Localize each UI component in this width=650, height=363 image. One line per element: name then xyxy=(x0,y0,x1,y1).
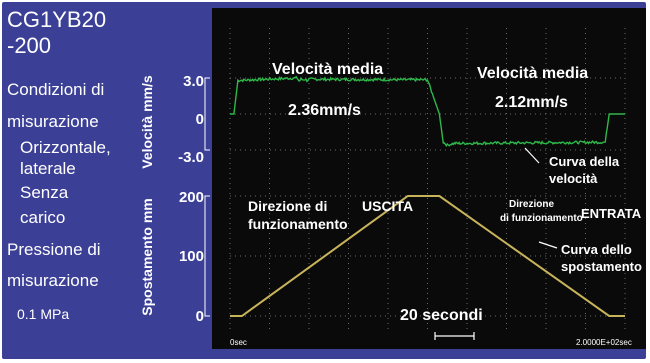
displacement-curve-label-line1: Curva dello xyxy=(561,242,632,257)
velocity-tick-label: 3.0 xyxy=(183,73,204,90)
pressure-label-line2: misurazione xyxy=(7,271,99,290)
velocity-tick-label: 0 xyxy=(195,111,204,128)
model-title-line1: CG1YB20 xyxy=(7,7,107,32)
pressure-value: 0.1 MPa xyxy=(17,306,70,322)
annotation-layer: Velocità media 2.36mm/s Velocità media 2… xyxy=(230,61,642,347)
annotation-marks-layer xyxy=(434,147,558,340)
velocity-curve-label-line2: velocità xyxy=(549,171,598,186)
x-end-label: 2.0000E+02sec xyxy=(576,338,632,347)
direction-out-label-line1: Direzione di xyxy=(248,198,327,214)
avg-speed-right-value: 2.12mm/s xyxy=(495,94,568,111)
velocity-tick-label: -3.0 xyxy=(178,149,204,166)
direction-in-label-line1: Direzione xyxy=(509,199,554,210)
oscilloscope-plot: Velocità media 2.36mm/s Velocità media 2… xyxy=(212,8,646,349)
pressure-label-line1: Pressione di xyxy=(7,240,101,259)
x-start-label: 0sec xyxy=(230,338,247,347)
velocity-axis-label: Velocità mm/s xyxy=(139,75,155,169)
model-title-line2: -200 xyxy=(7,33,52,58)
displacement-tick-label: 200 xyxy=(178,189,204,206)
condition-load-line1: Senza xyxy=(20,183,69,202)
condition-orientation-line2: laterale xyxy=(20,159,76,178)
displacement-curve-label-line2: spostamento xyxy=(561,259,642,274)
time-scale-label: 20 secondi xyxy=(400,307,483,324)
direction-out-label-line2: funzionamento xyxy=(248,216,348,232)
conditions-label-line2: misurazione xyxy=(7,112,99,131)
direction-out-word: USCITA xyxy=(362,198,413,214)
avg-speed-left-label: Velocità media xyxy=(272,61,383,78)
displacement-axis-label: Spostamento mm xyxy=(139,198,155,316)
velocity-curve-pointer xyxy=(524,147,540,164)
condition-orientation-line1: Orizzontale, xyxy=(20,138,111,157)
conditions-label-line1: Condizioni di xyxy=(7,80,105,99)
condition-load-line2: carico xyxy=(20,208,66,227)
displacement-tick-label: 100 xyxy=(178,248,204,265)
chart-svg: Velocità media 2.36mm/s Velocità media 2… xyxy=(229,28,642,347)
displacement-curve-pointer xyxy=(538,241,558,249)
displacement-curve xyxy=(230,195,625,317)
displacement-tick-label: 0 xyxy=(195,308,204,325)
direction-in-label-line2: di funzionamento xyxy=(500,213,583,224)
avg-speed-left-value: 2.36mm/s xyxy=(288,102,361,119)
avg-speed-right-label: Velocità media xyxy=(477,65,588,82)
measurement-info-panel: CG1YB20 -200 Condizioni di misurazione O… xyxy=(2,2,212,359)
velocity-curve xyxy=(230,75,625,148)
velocity-curve-label-line1: Curva della xyxy=(549,154,620,169)
direction-in-word: ENTRATA xyxy=(581,206,642,221)
